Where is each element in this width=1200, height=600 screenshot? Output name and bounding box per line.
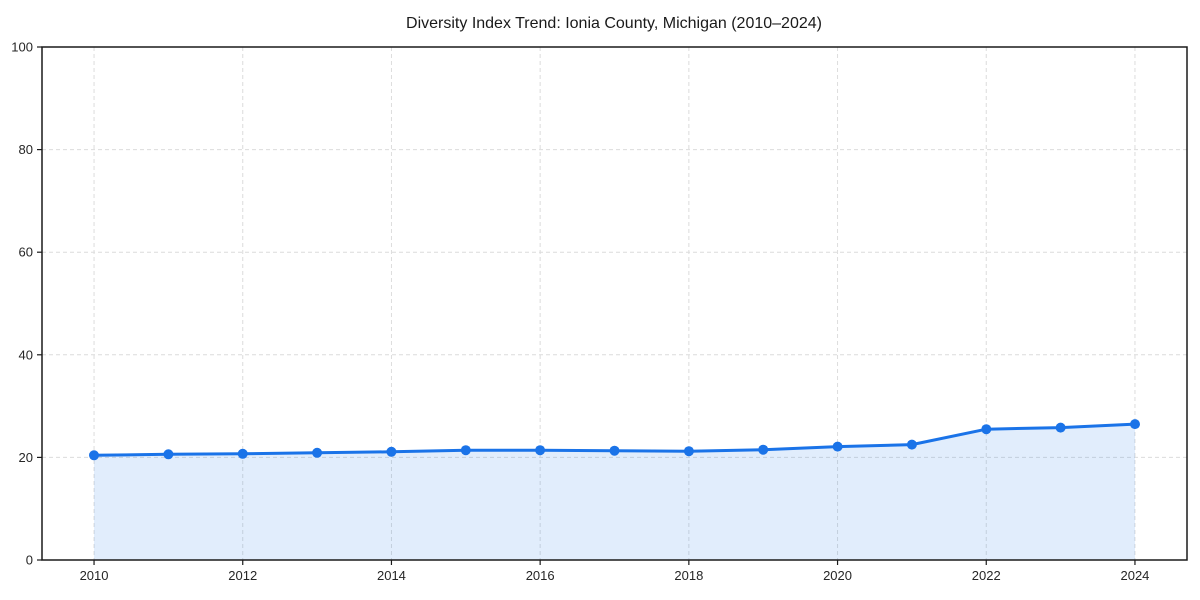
- y-tick-label: 60: [19, 245, 33, 260]
- axes-border: [41, 46, 1188, 561]
- data-point-2024: [1130, 419, 1140, 430]
- data-point-2015: [460, 445, 471, 456]
- data-point-2016: [535, 445, 546, 456]
- data-point-2014: [386, 446, 397, 457]
- data-point-2020: [832, 441, 843, 452]
- data-point-2021: [906, 439, 917, 450]
- data-point-2010: [89, 450, 99, 461]
- y-tick-label: 20: [19, 450, 33, 465]
- x-tick-label: 2020: [823, 568, 852, 583]
- y-tick-label: 0: [26, 553, 33, 568]
- x-tick-label: 2022: [972, 568, 1001, 583]
- data-point-2011: [163, 449, 174, 460]
- y-tick-label: 40: [19, 347, 33, 362]
- y-tick-label: 100: [11, 40, 33, 55]
- x-tick-label: 2010: [80, 568, 109, 583]
- data-point-2013: [312, 447, 323, 458]
- y-tick-label: 80: [19, 142, 33, 157]
- data-point-2012: [237, 448, 248, 459]
- data-point-2023: [1055, 422, 1066, 433]
- x-tick-label: 2018: [674, 568, 703, 583]
- x-tick-label: 2012: [228, 568, 257, 583]
- x-tick-label: 2016: [526, 568, 555, 583]
- data-point-2017: [609, 445, 620, 456]
- data-point-2022: [981, 424, 992, 435]
- chart-title: Diversity Index Trend: Ionia County, Mic…: [406, 15, 822, 32]
- area-fill: [94, 424, 1135, 560]
- x-tick-label: 2014: [377, 568, 406, 583]
- data-point-2018: [683, 446, 694, 457]
- x-tick-label: 2024: [1120, 568, 1149, 583]
- data-point-2019: [758, 444, 769, 455]
